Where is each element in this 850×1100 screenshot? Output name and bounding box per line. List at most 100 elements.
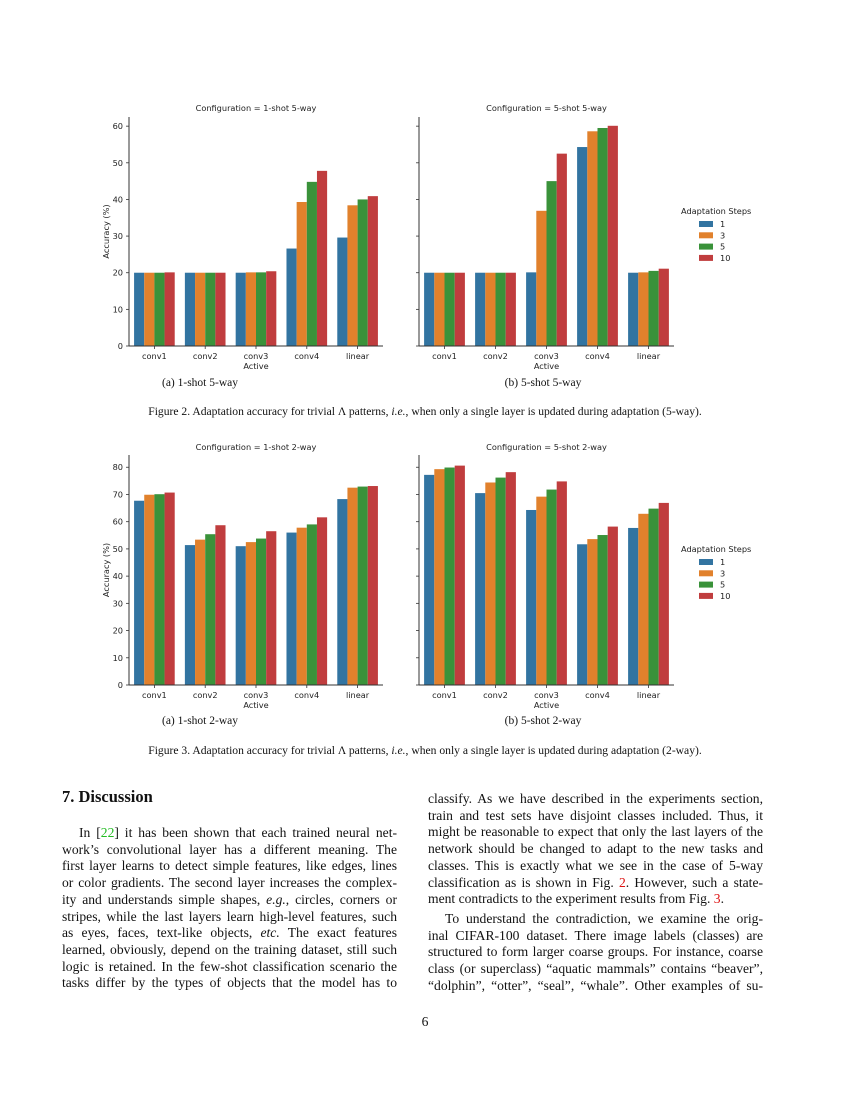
legend-label: 10 — [720, 253, 730, 263]
bar-conv2-steps-5 — [205, 272, 216, 346]
x-tick-label: conv4 — [585, 351, 610, 361]
text: ] it has been shown that each trained ne… — [114, 825, 397, 840]
text-line: inal CIFAR-100 dataset. There image labe… — [428, 927, 763, 943]
legend-label: 1 — [720, 219, 725, 229]
y-tick-label: 0 — [118, 341, 123, 351]
bar-conv4-steps-3 — [296, 527, 307, 685]
caption-ie: i.e. — [391, 744, 406, 757]
bar-linear-steps-5 — [357, 486, 368, 685]
text-line: logic is retained. In the few-shot class… — [62, 958, 397, 974]
bar-linear-steps-10 — [367, 486, 378, 685]
text: ity and understands simple shapes, — [62, 891, 267, 907]
x-tick-label: linear — [637, 690, 661, 700]
text: In [ — [79, 825, 101, 840]
bar-conv4-steps-10 — [607, 125, 618, 346]
legend-swatch-1 — [699, 221, 713, 227]
bar-conv3-steps-1 — [526, 509, 537, 685]
bar-conv4-steps-1 — [577, 147, 588, 346]
y-tick-label: 30 — [113, 231, 123, 241]
y-tick-label: 30 — [113, 598, 123, 608]
figure-link[interactable]: 3 — [713, 891, 721, 907]
chart-title: Configuration = 1-shot 5-way — [196, 103, 317, 113]
text: classification as is shown in Fig. — [428, 874, 619, 890]
text-line: train and test sets have disjoint classe… — [428, 807, 763, 823]
bar-conv1-steps-1 — [424, 272, 435, 346]
bar-conv1-steps-10 — [454, 272, 465, 346]
legend-swatch-3 — [699, 232, 713, 239]
x-tick-label: conv1 — [142, 351, 167, 361]
left-column: In [22] it has been shown that each trai… — [62, 825, 397, 992]
bar-conv1-steps-5 — [154, 494, 165, 685]
bar-conv4-steps-1 — [286, 248, 297, 346]
y-axis-label: Accuracy (%) — [101, 543, 111, 597]
bar-conv1-steps-3 — [144, 272, 155, 346]
legend-label: 5 — [720, 580, 725, 590]
legend-label: 3 — [720, 568, 725, 578]
bar-linear-steps-5 — [648, 508, 659, 685]
bar-linear-steps-10 — [658, 502, 669, 685]
chart-title: Configuration = 1-shot 2-way — [196, 442, 317, 452]
x-axis-label: Active — [534, 700, 559, 710]
bar-conv3-steps-10 — [556, 481, 567, 685]
legend-title: Adaptation Steps — [681, 544, 751, 554]
bar-conv1-steps-1 — [134, 272, 145, 346]
bar-conv2-steps-1 — [184, 545, 196, 685]
section-heading: 7. Discussion — [62, 787, 153, 806]
fig2-subcaption-a: (a) 1-shot 5-way — [161, 377, 239, 389]
fig2-subcaption-b: (b) 5-shot 5-way — [504, 377, 582, 389]
bar-conv2-steps-10 — [215, 525, 226, 685]
bar-conv3-steps-5 — [546, 489, 557, 685]
y-axis-label: Accuracy (%) — [101, 204, 111, 258]
y-tick-label: 70 — [113, 489, 123, 499]
bar-conv1-steps-1 — [424, 474, 435, 685]
bar-linear-steps-1 — [337, 499, 348, 685]
bar-conv3-steps-10 — [266, 271, 277, 346]
bar-linear-steps-1 — [337, 237, 348, 346]
y-tick-label: 20 — [113, 626, 123, 636]
x-tick-label: conv1 — [432, 351, 457, 361]
bar-conv3-steps-1 — [235, 272, 246, 346]
fig3-subcaption-a: (a) 1-shot 2-way — [161, 715, 239, 727]
chart-title: Configuration = 5-shot 2-way — [486, 442, 607, 452]
bar-conv4-steps-3 — [587, 539, 598, 685]
y-tick-label: 50 — [113, 544, 123, 554]
text: as eyes, faces, text-like objects, — [62, 925, 261, 941]
text-line: stripes, while the last layers learn hig… — [62, 908, 397, 924]
x-tick-label: conv2 — [193, 690, 218, 700]
bar-conv4-steps-3 — [296, 202, 307, 346]
text-line: class (or superclass) “aquatic mammals” … — [428, 961, 763, 977]
bar-conv4-steps-5 — [597, 127, 608, 346]
bar-conv1-steps-3 — [434, 272, 445, 346]
bar-conv2-steps-5 — [495, 272, 506, 346]
bar-conv3-steps-10 — [266, 531, 277, 685]
figure-link[interactable]: 2 — [618, 874, 626, 890]
x-axis-label: Active — [243, 361, 268, 371]
text-line: first layer learns to detect simple feat… — [62, 858, 397, 874]
text-line: classes. This is exactly what we see in … — [428, 857, 763, 873]
bar-conv2-steps-5 — [205, 534, 216, 685]
bar-conv1-steps-10 — [164, 492, 175, 685]
x-tick-label: conv3 — [244, 351, 269, 361]
x-tick-label: conv1 — [142, 690, 167, 700]
bar-conv2-steps-3 — [485, 482, 496, 685]
y-tick-label: 10 — [113, 304, 123, 314]
bar-conv1-steps-5 — [154, 272, 165, 346]
y-tick-label: 40 — [113, 194, 123, 204]
caption-text: Figure 3. Adaptation accuracy for trivia… — [148, 744, 392, 757]
bar-conv2-steps-1 — [475, 272, 486, 346]
x-tick-label: conv3 — [534, 351, 559, 361]
y-tick-label: 20 — [113, 268, 123, 278]
bar-conv2-steps-3 — [195, 272, 206, 346]
legend-swatch-5 — [699, 243, 713, 250]
x-tick-label: linear — [346, 690, 370, 700]
legend-swatch-3 — [699, 570, 713, 577]
bar-conv3-steps-3 — [536, 496, 547, 685]
bar-linear-steps-3 — [638, 513, 649, 685]
legend-label: 10 — [720, 591, 730, 601]
citation-link[interactable]: 22 — [100, 825, 115, 840]
x-tick-label: conv3 — [244, 690, 269, 700]
bar-conv3-steps-5 — [546, 181, 557, 346]
y-tick-label: 0 — [118, 680, 123, 690]
legend-swatch-5 — [699, 581, 713, 588]
